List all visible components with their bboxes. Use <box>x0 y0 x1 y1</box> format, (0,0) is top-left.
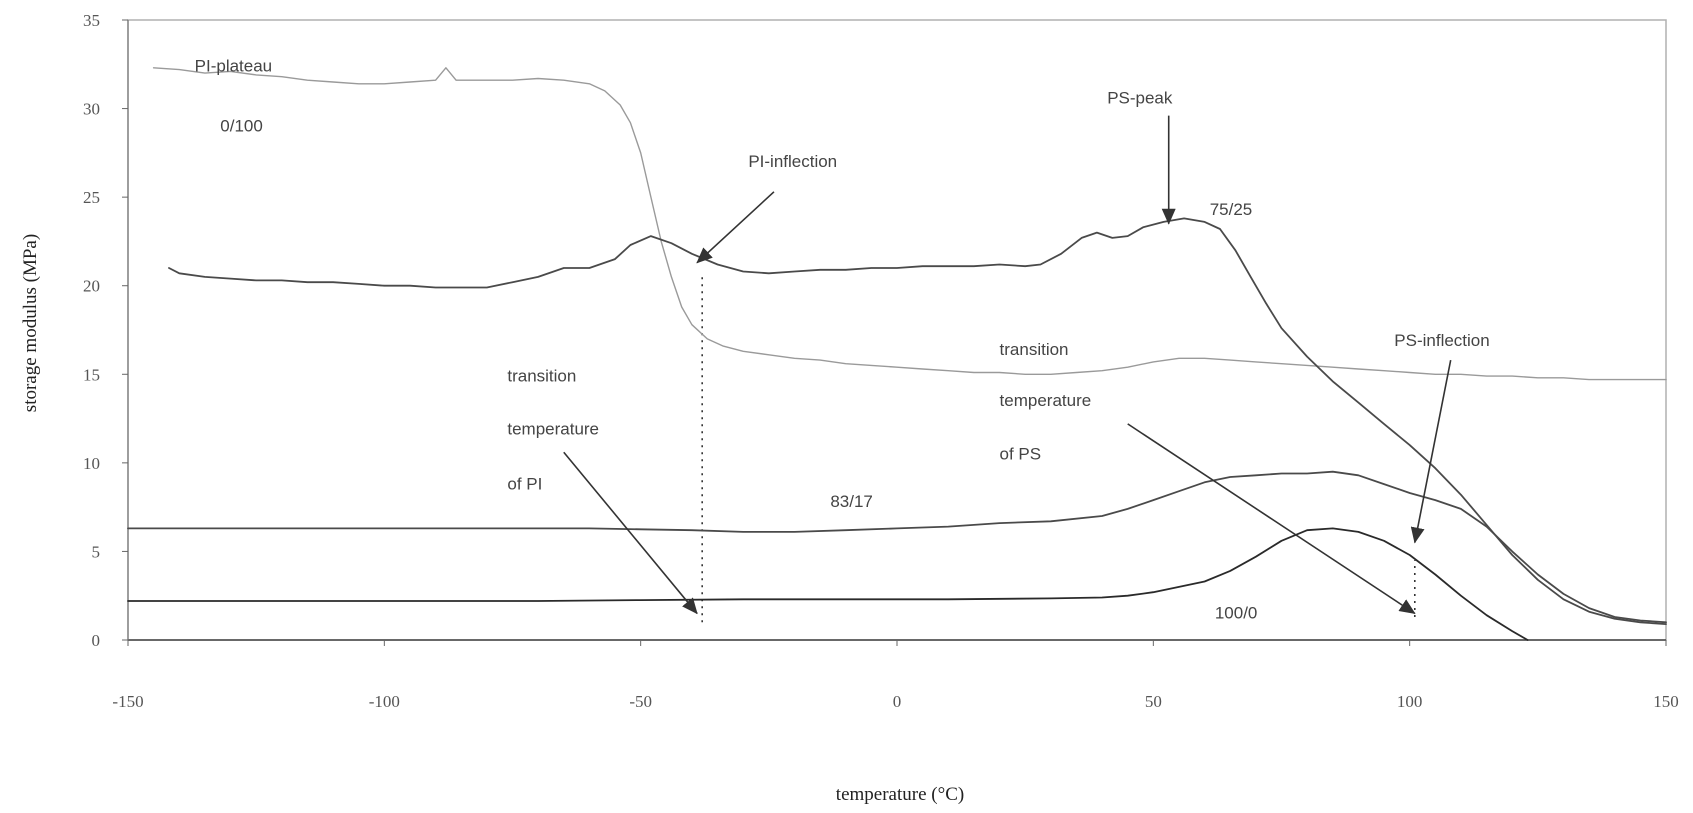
x-tick-label: -50 <box>629 692 652 711</box>
y-tick-label: 20 <box>83 277 100 296</box>
pi-inflection-arrow <box>696 191 775 264</box>
tick-labels: 0 5 10 15 20 25 30 35 -150 -100 -50 0 50 100 150 <box>83 11 1679 711</box>
pi-transition-arrow <box>563 451 698 615</box>
annotation-label: 83/17 <box>830 492 873 511</box>
annotation-label: PI-plateau <box>195 56 273 75</box>
annotation-label: PI-inflection <box>748 152 837 171</box>
annotations: PI-plateau 0/100 PI-inflection PS-peak 75/25… <box>195 56 1490 622</box>
annotation-label: transition <box>507 366 576 385</box>
series-line-75-25 <box>168 217 1667 625</box>
x-tick-label: -100 <box>369 692 400 711</box>
axes <box>122 19 1667 646</box>
annotation-label: transition <box>1000 340 1069 359</box>
annotation-label: PS-peak <box>1107 88 1173 107</box>
series-line-100-0 <box>127 527 1529 641</box>
annotation-label: temperature <box>507 420 599 439</box>
y-axis-title: storage modulus (MPa) <box>20 234 41 412</box>
series-curves <box>127 67 1667 641</box>
x-tick-label: 50 <box>1145 692 1162 711</box>
y-tick-label: 30 <box>83 100 100 119</box>
annotation-arrows <box>563 115 1452 615</box>
y-tick-label: 0 <box>92 631 101 650</box>
series-line-83-17 <box>127 470 1667 624</box>
annotation-label: PS-inflection <box>1394 331 1489 350</box>
x-tick-label: 150 <box>1653 692 1679 711</box>
y-tick-label: 15 <box>83 365 100 384</box>
ps-transition-arrow <box>1127 423 1416 615</box>
x-tick-label: 0 <box>893 692 902 711</box>
x-tick-label: 100 <box>1397 692 1423 711</box>
transition-dotted-lines <box>701 276 1416 623</box>
y-tick-label: 35 <box>83 11 100 30</box>
y-tick-label: 5 <box>92 542 101 561</box>
ps-inflection-arrow <box>1410 359 1452 544</box>
series-line-0-100 <box>152 67 1667 381</box>
y-tick-label: 25 <box>83 188 100 207</box>
annotation-label: temperature <box>1000 391 1092 410</box>
x-axis-title: temperature (°C) <box>836 784 964 805</box>
y-tick-label: 10 <box>83 454 100 473</box>
annotation-label: 100/0 <box>1215 604 1258 623</box>
annotation-label: of PI <box>507 474 542 493</box>
annotation-label: 75/25 <box>1210 200 1253 219</box>
x-tick-label: -150 <box>112 692 143 711</box>
annotation-label: 0/100 <box>220 117 263 136</box>
annotation-label: of PS <box>1000 444 1042 463</box>
